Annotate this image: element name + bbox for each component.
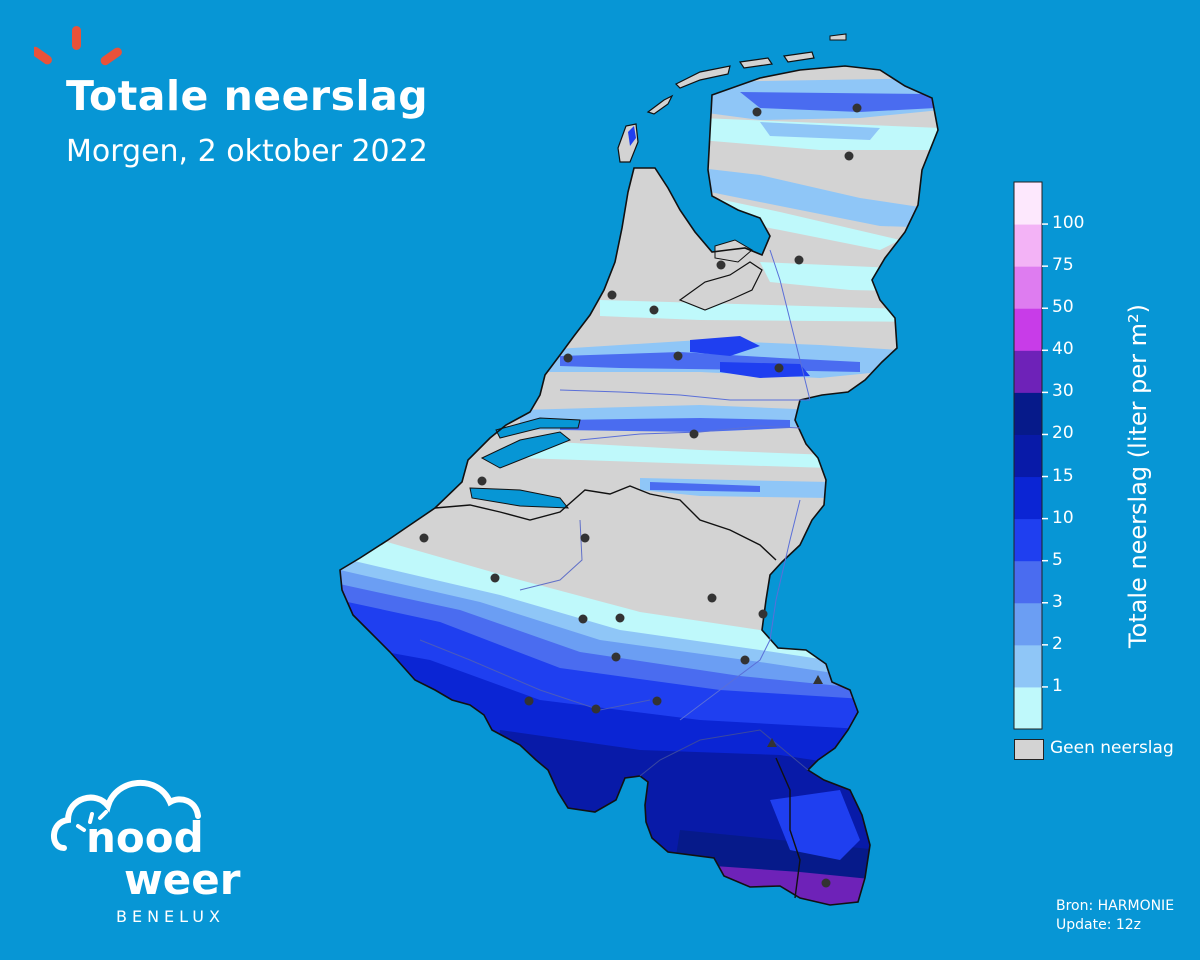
city-dot bbox=[578, 614, 588, 624]
city-dot bbox=[524, 696, 534, 706]
city-dot bbox=[580, 533, 590, 543]
colorbar-tick-label: 50 bbox=[1052, 297, 1074, 318]
source-line: Bron: HARMONIE bbox=[1056, 898, 1175, 914]
colorbar-tick-label: 75 bbox=[1052, 255, 1074, 276]
oosterschelde bbox=[480, 431, 571, 469]
colorbar-bin bbox=[1014, 308, 1042, 351]
city-dot bbox=[689, 429, 699, 439]
land-area bbox=[340, 66, 938, 905]
peak-marker bbox=[813, 675, 823, 684]
peak-marker bbox=[767, 738, 777, 747]
colorbar-tick-label: 1 bbox=[1052, 675, 1063, 696]
city-dot bbox=[740, 655, 750, 665]
flevoland bbox=[678, 261, 763, 311]
schiermonnikoog-island bbox=[782, 51, 815, 63]
noodweer-logo: nood weer BENELUX bbox=[51, 779, 241, 926]
city-dot bbox=[752, 107, 762, 117]
city-dot bbox=[477, 476, 487, 486]
city-dot bbox=[821, 878, 831, 888]
city-dot bbox=[652, 696, 662, 706]
no-precip-swatch bbox=[1014, 739, 1044, 760]
city-dot bbox=[794, 255, 804, 265]
city-dot bbox=[774, 363, 784, 373]
city-dot bbox=[490, 573, 500, 583]
city-dot bbox=[611, 652, 621, 662]
haringvliet bbox=[495, 417, 581, 439]
city-dot bbox=[844, 151, 854, 161]
colorbar-bin bbox=[1014, 560, 1042, 604]
colorbar-bin bbox=[1014, 224, 1042, 267]
sun-rays-icon bbox=[34, 26, 122, 66]
colorbar-bin bbox=[1014, 434, 1042, 478]
city-markers bbox=[419, 103, 862, 888]
river-line bbox=[679, 499, 801, 721]
source-info: Bron: HARMONIE Update: 12z bbox=[1056, 897, 1174, 935]
city-dot bbox=[707, 593, 717, 603]
update-line: Update: 12z bbox=[1056, 917, 1142, 933]
westerschelde bbox=[469, 487, 570, 509]
rottumeroog-island bbox=[829, 33, 847, 41]
colorbar-bin bbox=[1014, 476, 1042, 520]
river-line bbox=[579, 425, 801, 441]
colorbar bbox=[1013, 181, 1048, 730]
logo-word-weer: weer bbox=[124, 855, 241, 904]
city-dot bbox=[591, 704, 601, 714]
city-dot bbox=[563, 353, 573, 363]
coastline bbox=[339, 65, 939, 906]
page-title: Totale neerslag bbox=[66, 72, 429, 120]
city-dot bbox=[673, 351, 683, 361]
colorbar-frame bbox=[1013, 181, 1043, 730]
colorbar-bin bbox=[1014, 686, 1042, 730]
border-nl-be bbox=[434, 485, 777, 561]
city-dot bbox=[607, 290, 617, 300]
page-subtitle: Morgen, 2 oktober 2022 bbox=[66, 134, 428, 169]
city-dot bbox=[758, 609, 768, 619]
logo-word-benelux: BENELUX bbox=[116, 907, 225, 926]
no-precip-label: Geen neerslag bbox=[1050, 738, 1174, 758]
city-dot bbox=[615, 613, 625, 623]
river-line bbox=[559, 389, 810, 401]
city-dot bbox=[852, 103, 862, 113]
ameland-island bbox=[738, 57, 774, 69]
colorbar-tick-label: 3 bbox=[1052, 591, 1063, 612]
colorbar-bin bbox=[1014, 602, 1042, 646]
city-dot bbox=[419, 533, 429, 543]
colorbar-tick-label: 10 bbox=[1052, 507, 1074, 528]
terschelling-island bbox=[674, 65, 731, 89]
province-line bbox=[639, 729, 809, 777]
colorbar-tick-label: 30 bbox=[1052, 381, 1074, 402]
colorbar-bin bbox=[1014, 644, 1042, 688]
texel-island bbox=[617, 123, 639, 163]
colorbar-bin bbox=[1014, 182, 1042, 225]
vlieland-island bbox=[646, 94, 674, 115]
colorbar-tick-label: 5 bbox=[1052, 549, 1063, 570]
city-dot bbox=[649, 305, 659, 315]
city-dot bbox=[716, 260, 726, 270]
border-be-lu bbox=[775, 757, 801, 899]
logo-word-nood: nood bbox=[86, 813, 204, 862]
colorbar-tick-label: 15 bbox=[1052, 465, 1074, 486]
colorbar-title: Totale neerslag (liter per m²) bbox=[1124, 303, 1152, 648]
colorbar-tick-label: 40 bbox=[1052, 339, 1074, 360]
colorbar-bin bbox=[1014, 518, 1042, 562]
colorbar-tick-label: 20 bbox=[1052, 423, 1074, 444]
province-line bbox=[419, 639, 651, 711]
colorbar-bin bbox=[1014, 266, 1042, 309]
colorbar-tick-label: 2 bbox=[1052, 633, 1063, 654]
colorbar-bin bbox=[1014, 350, 1042, 393]
noordoostpolder bbox=[714, 239, 753, 263]
river-line bbox=[769, 249, 811, 401]
colorbar-tick-label: 100 bbox=[1052, 213, 1085, 234]
colorbar-bin bbox=[1014, 392, 1042, 435]
